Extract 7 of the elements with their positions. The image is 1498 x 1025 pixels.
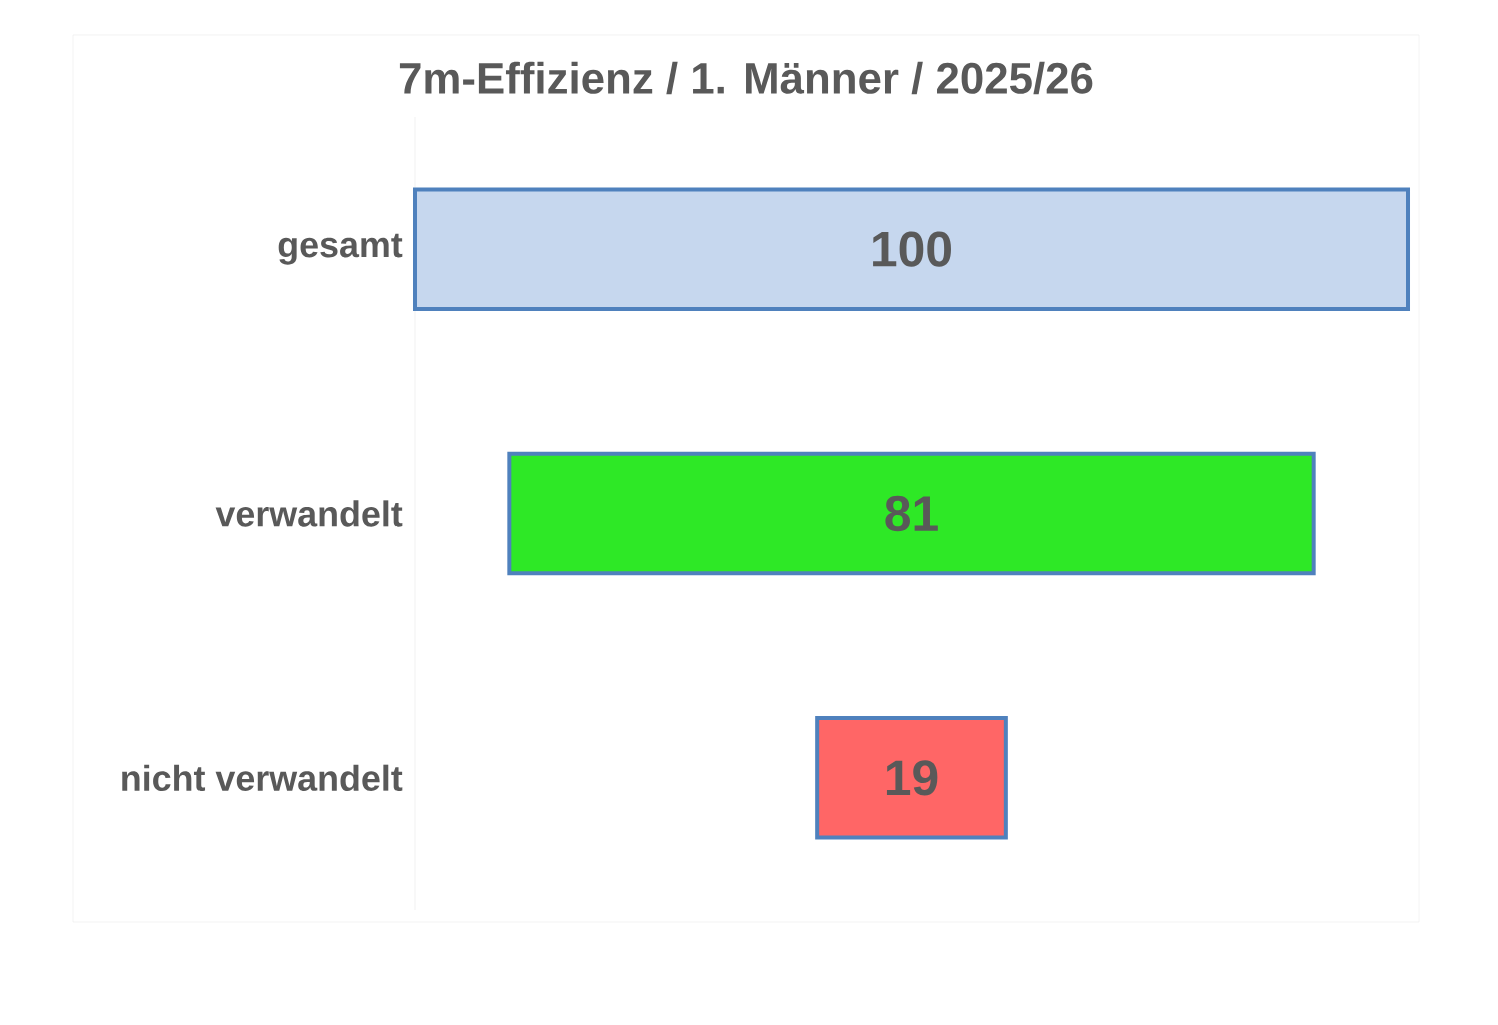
- text: 7m-Effizienz / 1. Männer / 2025/26: [399, 61, 1093, 95]
- category-label: verwandelt: [215, 500, 403, 527]
- category-label: gesamt: [278, 233, 403, 265]
- category-label: nicht verwandelt: [122, 764, 403, 791]
- data-label: 100: [873, 231, 951, 267]
- data-label: 81: [885, 495, 938, 532]
- data-label: 19: [886, 760, 938, 796]
